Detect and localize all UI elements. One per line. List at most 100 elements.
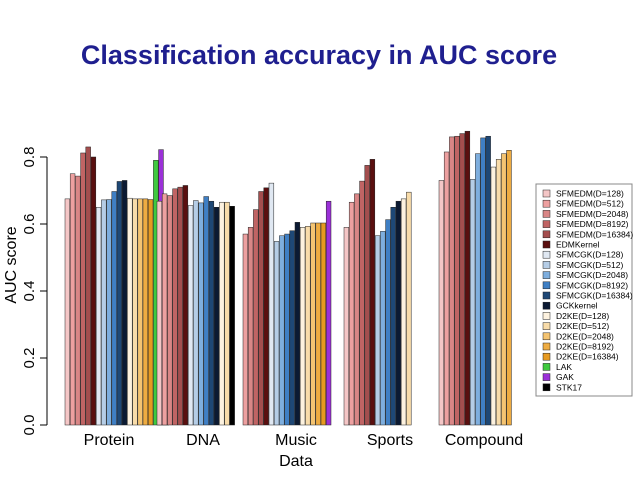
bar-protein-15 [142,198,149,426]
bar-music-9 [284,233,290,426]
bar-compound-15 [506,150,512,426]
bar-dna-6 [187,205,194,426]
bar-protein-14 [137,198,143,426]
bar-compound-2 [449,136,455,426]
legend-swatch [542,301,551,310]
legend: SFMEDM(D=128)SFMEDM(D=512)SFMEDM(D=2048)… [535,183,633,397]
bar-dna-5 [182,185,189,426]
legend-entry: GAK [556,372,574,382]
category-label: Music [275,432,317,449]
y-axis: 0.0 0.2 0.4 0.6 0.8 [21,147,48,435]
category-label: Sports [367,432,413,449]
legend-entry: SFMCGK(D=8192) [556,280,628,290]
legend-entry: STK17 [556,382,582,392]
legend-entry: EDMKernel [556,240,600,250]
bar-sports-8 [380,231,386,426]
bar-music-3 [253,209,259,426]
legend-swatch [542,352,551,361]
legend-entry: D2KE(D=128) [556,311,609,321]
legend-entry: D2KE(D=2048) [556,331,614,341]
legend-swatch [542,281,551,290]
legend-swatch [542,383,551,392]
bar-protein-3 [80,152,86,426]
legend-entry: SFMCGK(D=2048) [556,270,628,280]
bar-music-16 [320,222,327,426]
bar-dna-2 [167,195,173,426]
legend-swatch [542,271,551,279]
bar-protein-2 [75,175,81,426]
bar-music-6 [268,182,275,426]
bar-protein-0 [64,198,71,426]
legend-entry: SFMEDM(D=8192) [556,219,629,229]
legend-entry: D2KE(D=16384) [556,352,619,362]
bar-sports-5 [369,159,376,426]
bar-music-5 [263,187,269,426]
bar-protein-10 [116,181,123,426]
y-tick-label: 0.2 [21,348,38,369]
bar-dna-7 [193,200,199,426]
bar-dna-1 [161,193,168,426]
legend-swatch [542,189,551,198]
legend-swatch [542,230,551,239]
legend-swatch [542,261,551,269]
chart-title: Classification accuracy in AUC score [80,40,558,70]
bar-music-8 [279,235,285,426]
bar-dna-3 [172,188,178,426]
bar-sports-3 [359,180,365,426]
category-labels: Protein DNA Music Sports Compound [84,432,523,449]
bar-music-18 [325,200,332,426]
bar-music-11 [294,222,301,426]
bar-protein-16 [147,199,154,426]
bar-compound-4 [459,133,465,426]
bar-compound-1 [443,151,450,426]
bar-protein-1 [69,173,76,426]
bar-compound-14 [501,153,507,426]
bar-sports-4 [364,165,370,426]
legend-swatch [542,220,551,228]
bar-music-7 [273,241,280,426]
bar-music-10 [289,230,295,426]
category-label: DNA [186,432,220,449]
bar-dna-9 [203,196,209,426]
bar-compound-7 [469,179,476,426]
bar-music-1 [242,233,249,426]
legend-swatch [542,322,551,330]
bar-music-15 [315,222,321,426]
y-tick-label: 0.4 [21,281,38,302]
legend-entry: SFMCGK(D=512) [556,260,623,270]
bar-compound-9 [480,137,486,426]
bar-protein-11 [121,180,128,426]
bar-protein-5 [90,156,97,426]
bar-sports-10 [390,207,396,426]
bar-music-4 [258,191,264,426]
bar-protein-9 [111,191,117,426]
legend-entry: SFMEDM(D=128) [556,189,624,199]
bar-dna-12 [219,201,225,426]
bar-protein-4 [85,146,91,426]
legend-swatch [542,312,551,320]
bar-sports-13 [406,191,412,426]
legend-swatch [542,199,551,208]
category-label: Compound [445,432,523,449]
bar-sports-9 [385,219,391,426]
bar-sports-11 [395,200,402,426]
legend-entry: SFMCGK(D=16384) [556,291,633,301]
bar-dna-11 [213,207,220,426]
x-axis-title: Data [279,453,313,470]
bar-dna-0 [156,200,163,426]
bar-compound-5 [464,130,471,426]
legend-entry: SFMEDM(D=2048) [556,209,629,219]
legend-entry: D2KE(D=512) [556,321,609,331]
y-tick-label: 0.6 [21,214,38,235]
y-axis-title: AUC score [3,226,20,303]
legend-swatch [542,240,551,249]
legend-swatch [542,373,551,381]
legend-entry: LAK [556,362,572,372]
bar-sports-0 [343,227,350,426]
bar-music-13 [305,226,311,426]
category-label: Protein [84,432,135,449]
bar-sports-2 [354,193,360,426]
bar-dna-4 [177,186,183,426]
legend-swatch [542,363,551,371]
